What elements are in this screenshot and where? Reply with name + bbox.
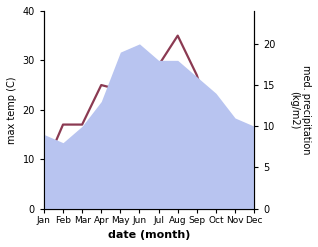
Y-axis label: max temp (C): max temp (C)	[7, 76, 17, 144]
Y-axis label: med. precipitation
(kg/m2): med. precipitation (kg/m2)	[289, 65, 311, 155]
X-axis label: date (month): date (month)	[108, 230, 190, 240]
